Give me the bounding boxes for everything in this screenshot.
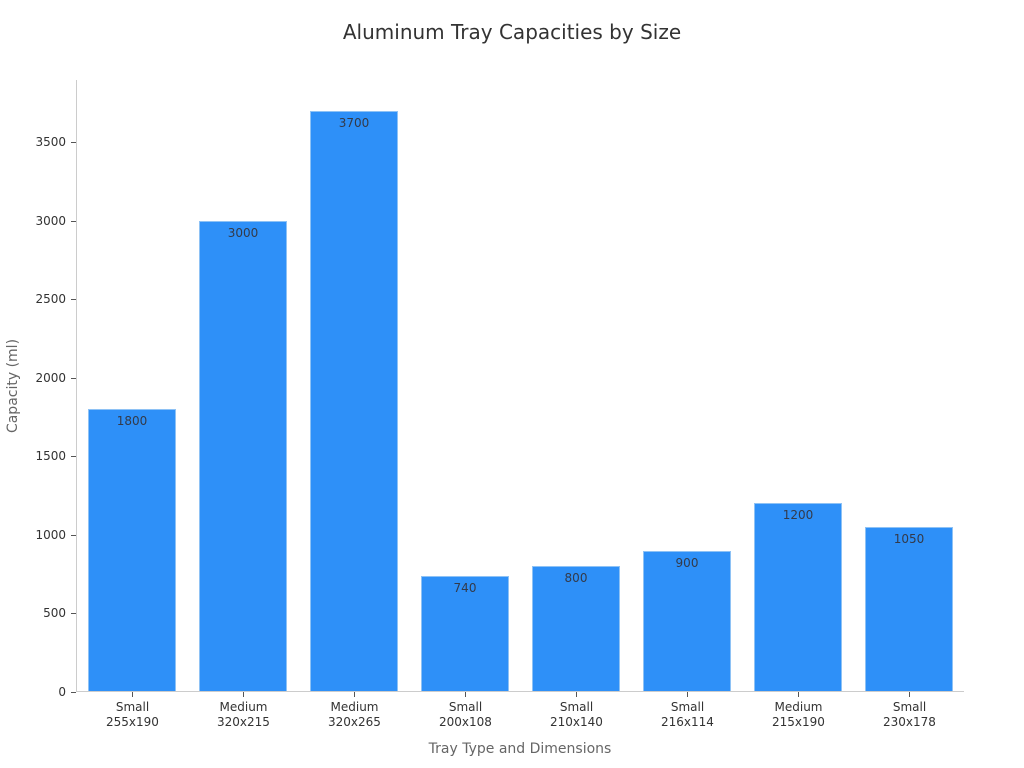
x-tick-mark — [687, 692, 688, 697]
y-tick-label: 500 — [43, 606, 66, 621]
y-tick: 2500 — [0, 292, 76, 306]
bar: 1050 — [865, 527, 953, 692]
x-tick: Small 255x190 — [77, 692, 188, 730]
y-tick: 500 — [0, 606, 76, 620]
y-tick-label: 2000 — [35, 370, 66, 385]
x-tick-label-dimensions: 200x108 — [439, 715, 492, 729]
x-tick: Small 200x108 — [410, 692, 521, 730]
y-tick-mark — [71, 613, 76, 615]
x-tick: Medium 320x265 — [299, 692, 410, 730]
x-tick-label-dimensions: 230x178 — [883, 715, 936, 729]
y-axis-label: Capacity (ml) — [5, 338, 21, 434]
y-tick-label: 3500 — [35, 135, 66, 149]
x-tick-label-dimensions: 216x114 — [661, 715, 714, 729]
bar: 3000 — [199, 220, 287, 692]
y-tick-mark — [71, 534, 76, 536]
y-tick: 0 — [0, 685, 76, 699]
bar-value-label: 1800 — [116, 414, 148, 429]
bar: 740 — [421, 575, 509, 692]
y-axis-line — [76, 80, 77, 692]
y-tick-mark — [71, 220, 76, 222]
x-tick-mark — [354, 692, 355, 697]
y-tick-label: 3000 — [35, 213, 66, 228]
bar-value-label: 3700 — [338, 115, 370, 130]
y-tick-mark — [71, 377, 76, 379]
bar: 800 — [532, 566, 620, 692]
y-tick-label: 1500 — [35, 449, 66, 464]
x-tick: Medium 320x215 — [188, 692, 299, 730]
x-tick-mark — [576, 692, 577, 697]
y-tick: 2000 — [0, 371, 76, 385]
y-tick-mark — [71, 456, 76, 458]
x-tick-label-type: Medium — [330, 700, 379, 714]
bar: 1800 — [88, 409, 176, 692]
x-tick-label-dimensions: 255x190 — [106, 715, 159, 729]
bar-value-label: 1050 — [893, 532, 925, 546]
x-tick-label-type: Medium — [219, 700, 268, 714]
bar-value-label: 800 — [564, 571, 588, 586]
x-tick-mark — [909, 692, 910, 697]
x-tick-mark — [465, 692, 466, 697]
y-tick-mark — [71, 692, 76, 693]
y-tick-label: 1000 — [35, 527, 66, 542]
x-tick-mark — [243, 692, 244, 697]
x-tick: Small 216x114 — [632, 692, 743, 730]
chart-title: Aluminum Tray Capacities by Size — [342, 20, 682, 44]
bar: 900 — [643, 550, 731, 692]
y-tick: 3000 — [0, 214, 76, 228]
y-tick-label: 0 — [58, 685, 66, 699]
x-tick-label-type: Small — [115, 700, 150, 714]
y-tick: 3500 — [0, 135, 76, 149]
y-tick: 1500 — [0, 449, 76, 463]
bar-value-label: 740 — [453, 580, 477, 595]
bar: 1200 — [754, 503, 842, 692]
x-tick-mark — [798, 692, 799, 697]
x-axis-line — [76, 691, 964, 692]
x-tick-label-type: Small — [559, 700, 594, 714]
x-tick-label-type: Medium — [774, 700, 823, 714]
bar-value-label: 1200 — [782, 508, 814, 523]
x-tick-label-dimensions: 215x190 — [772, 715, 825, 729]
x-tick-mark — [132, 692, 133, 697]
x-tick: Medium 215x190 — [743, 692, 854, 730]
y-tick-mark — [71, 299, 76, 301]
bar-value-label: 3000 — [227, 225, 259, 240]
x-tick-label-type: Small — [892, 700, 927, 714]
bar: 3700 — [310, 110, 398, 692]
y-tick-mark — [71, 142, 76, 143]
bar-value-label: 900 — [675, 555, 699, 570]
y-tick-label: 2500 — [35, 292, 66, 307]
x-tick-label-dimensions: 210x140 — [550, 715, 603, 729]
x-tick-label-type: Small — [670, 700, 705, 714]
x-tick: Small 230x178 — [854, 692, 965, 730]
x-axis-label: Tray Type and Dimensions — [428, 741, 612, 757]
x-tick-label-type: Small — [448, 700, 483, 714]
y-tick: 1000 — [0, 528, 76, 542]
x-tick-label-dimensions: 320x215 — [217, 715, 270, 729]
x-tick: Small 210x140 — [521, 692, 632, 730]
x-tick-label-dimensions: 320x265 — [328, 715, 381, 729]
